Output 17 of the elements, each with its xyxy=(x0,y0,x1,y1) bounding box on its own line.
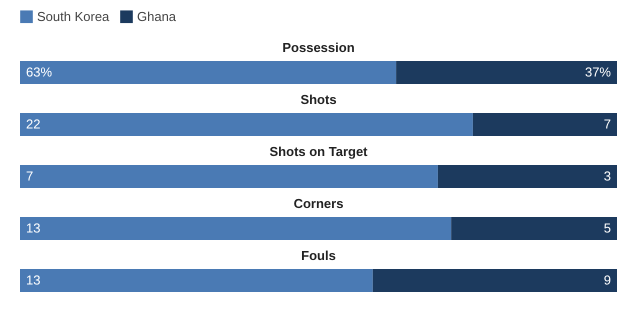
data-label: 13 xyxy=(26,272,40,288)
data-label: 63% xyxy=(26,64,52,80)
data-label: 7 xyxy=(604,116,611,132)
data-label: 22 xyxy=(26,116,40,132)
data-label: 37% xyxy=(584,64,612,80)
chart-title: Fouls xyxy=(301,248,336,263)
legend-label: Ghana xyxy=(137,8,177,24)
legend-label: South Korea xyxy=(37,8,110,24)
data-label: 7 xyxy=(26,168,34,184)
chart-title: Shots on Target xyxy=(270,144,368,159)
chart-title: Possession xyxy=(282,40,355,55)
chart-title: Shots xyxy=(300,92,337,107)
data-label: 3 xyxy=(604,168,611,184)
data-label: 5 xyxy=(604,220,611,236)
chart-title: Corners xyxy=(294,196,344,211)
data-label: 9 xyxy=(604,272,611,288)
data-label: 13 xyxy=(26,220,40,236)
